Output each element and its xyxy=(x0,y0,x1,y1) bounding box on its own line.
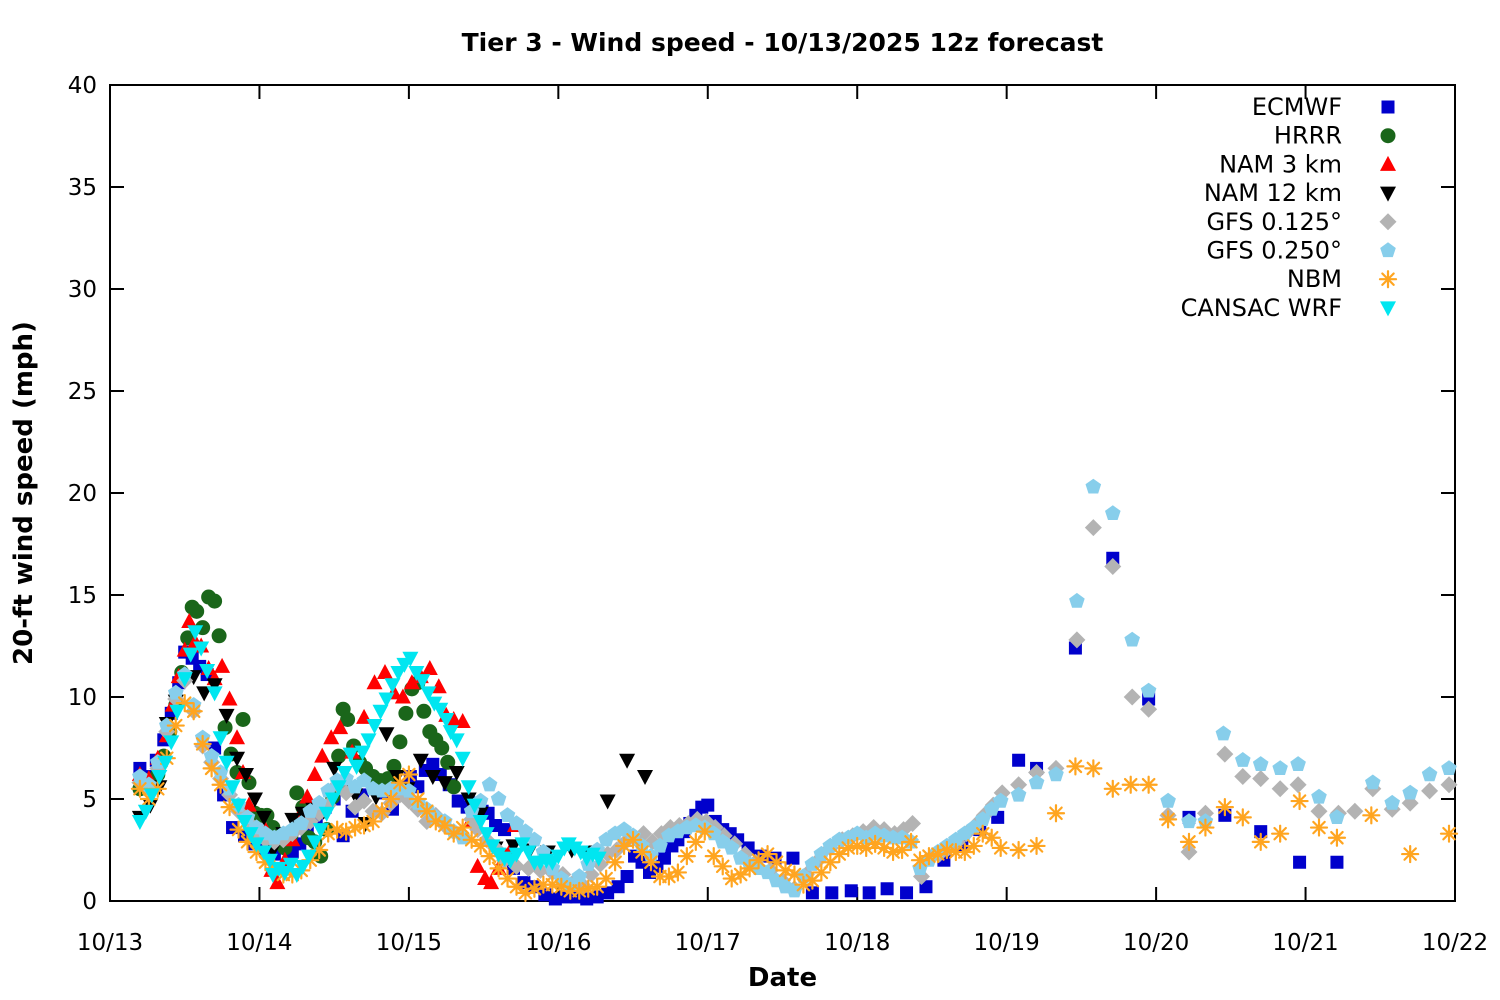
x-tick-label: 10/21 xyxy=(1272,930,1338,956)
y-axis-label: 20-ft wind speed (mph) xyxy=(9,321,39,665)
y-tick-label: 35 xyxy=(68,175,97,201)
legend-label-cansac-wrf: CANSAC WRF xyxy=(1181,294,1342,322)
chart-title: Tier 3 - Wind speed - 10/13/2025 12z for… xyxy=(461,28,1104,57)
legend-label-gfs-0-125-: GFS 0.125° xyxy=(1206,208,1342,236)
x-tick-label: 10/19 xyxy=(974,930,1040,956)
x-tick-label: 10/18 xyxy=(824,930,890,956)
y-tick-label: 20 xyxy=(68,481,97,507)
legend-label-hrrr: HRRR xyxy=(1274,122,1342,150)
series-points-nbm xyxy=(130,694,1459,902)
x-tick-label: 10/13 xyxy=(77,930,143,956)
x-tick-label: 10/22 xyxy=(1422,930,1488,956)
y-tick-label: 30 xyxy=(68,277,97,303)
legend-label-nbm: NBM xyxy=(1287,265,1342,293)
y-tick-label: 25 xyxy=(68,379,97,405)
x-tick-label: 10/16 xyxy=(525,930,591,956)
y-tick-label: 5 xyxy=(82,787,97,813)
x-tick-label: 10/14 xyxy=(226,930,292,956)
x-tick-label: 10/20 xyxy=(1123,930,1189,956)
x-axis-ticks: 10/13 10/14 10/15 10/16 10/17 10/18 10/19 10/20… xyxy=(77,85,1488,956)
legend-label-ecmwf: ECMWF xyxy=(1252,93,1342,121)
x-axis-label: Date xyxy=(748,963,817,993)
legend-label-nam-12-km: NAM 12 km xyxy=(1204,179,1342,207)
y-tick-label: 15 xyxy=(68,583,97,609)
y-tick-label: 40 xyxy=(68,73,97,99)
x-tick-label: 10/17 xyxy=(675,930,741,956)
y-axis-ticks: 0 5 10 15 20 25 30 35 40 xyxy=(68,73,1455,915)
y-tick-label: 0 xyxy=(82,889,97,915)
series-points-cansac-wrf xyxy=(131,625,607,883)
y-tick-label: 10 xyxy=(68,685,97,711)
x-tick-label: 10/15 xyxy=(376,930,442,956)
series-points-gfs-0-250- xyxy=(132,478,1457,898)
legend-label-gfs-0-250-: GFS 0.250° xyxy=(1206,237,1342,265)
legend-label-nam-3-km: NAM 3 km xyxy=(1219,150,1342,178)
